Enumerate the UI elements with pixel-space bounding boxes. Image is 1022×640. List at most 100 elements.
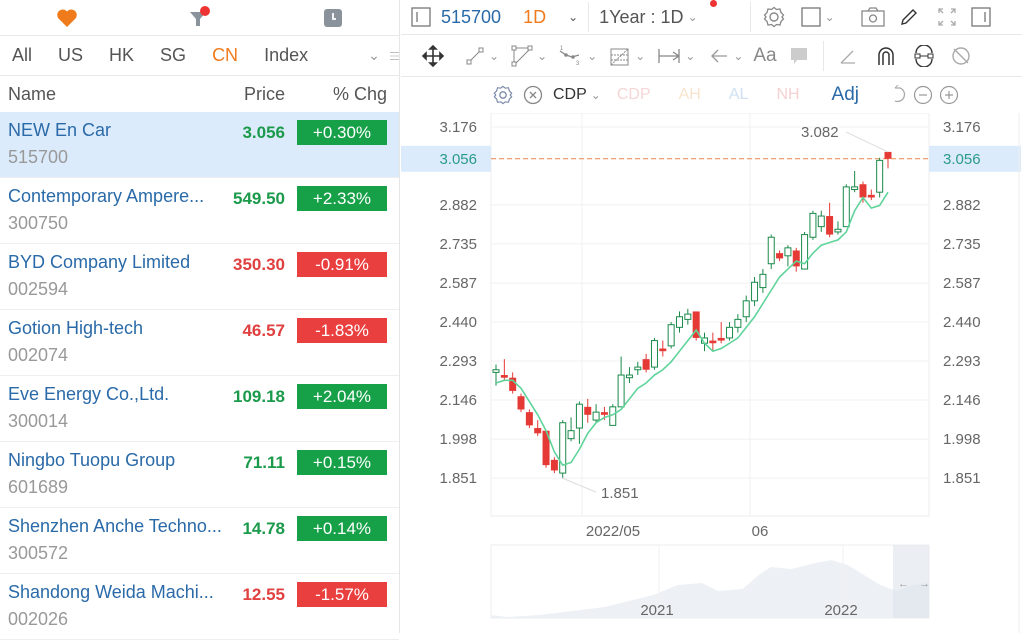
watchlist-rows: NEW En Car 515700 3.056 +0.30% Contemporary … xyxy=(0,112,399,640)
indicator-ah-value: AH xyxy=(678,86,701,103)
watchlist-row[interactable]: Shandong Weida Machi... 002026 12.55 -1.57% xyxy=(0,574,399,640)
svg-text:1.851: 1.851 xyxy=(439,470,477,487)
layout-icon[interactable] xyxy=(800,7,821,27)
indicator-settings-icon[interactable] xyxy=(493,85,513,105)
pattern-icon[interactable]: 13 xyxy=(557,45,583,67)
pencil-icon[interactable] xyxy=(899,7,919,27)
svg-text:2.293: 2.293 xyxy=(943,353,981,370)
pattern-chevron-icon[interactable]: ⌄ xyxy=(587,48,598,63)
watchlist-panel: All US HK SG CN Index ⌄ Name Price % Chg… xyxy=(0,0,400,640)
stock-name: BYD Company Limited xyxy=(8,252,191,272)
settings-icon[interactable] xyxy=(763,6,785,28)
fib-icon[interactable] xyxy=(609,45,631,67)
svg-text:2.146: 2.146 xyxy=(439,392,477,409)
range-selector[interactable]: 1Year : 1D xyxy=(599,6,684,27)
divider xyxy=(749,2,751,32)
crosshair-move-icon[interactable] xyxy=(421,44,445,68)
stock-price: 3.056 xyxy=(242,123,285,142)
layout-chevron-icon[interactable]: ⌄ xyxy=(824,10,835,24)
camera-icon[interactable] xyxy=(861,7,885,27)
svg-text:3: 3 xyxy=(576,61,580,67)
measure-icon[interactable] xyxy=(657,46,681,66)
candlestick-chart[interactable]: 3.176 3.176 2.882 2.882 2.735 2.735 2.587 2.587… xyxy=(401,112,1022,633)
arrow-left-icon[interactable] xyxy=(709,47,729,65)
symbol-label[interactable]: 515700 xyxy=(441,6,502,27)
range-chevron-icon[interactable]: ⌄ xyxy=(687,10,698,24)
zoom-in-icon[interactable] xyxy=(939,85,959,105)
svg-text:2021: 2021 xyxy=(640,602,673,619)
watchlist-top-icons xyxy=(0,0,399,36)
stock-price: 71.11 xyxy=(243,453,285,472)
trend-line-icon[interactable] xyxy=(465,46,485,66)
tab-hk[interactable]: HK xyxy=(109,45,135,65)
chart-header-toolbar: 515700 1D ⌄ 1Year : 1D ⌄ ⌄ xyxy=(401,0,1022,35)
indicator-close-icon[interactable] xyxy=(523,85,543,105)
sidebar-toggle-icon[interactable] xyxy=(411,7,431,27)
favorites-button[interactable] xyxy=(0,0,133,36)
panel-toggle-icon[interactable] xyxy=(971,7,991,27)
adj-button[interactable]: Adj xyxy=(831,84,860,105)
watchlist-row[interactable]: Contemporary Ampere... 300750 549.50 +2.33% xyxy=(0,178,399,244)
svg-text:2.882: 2.882 xyxy=(439,197,477,214)
hide-drawings-icon[interactable] xyxy=(950,45,972,67)
tab-cn[interactable]: CN xyxy=(212,45,239,65)
filter-button[interactable] xyxy=(133,0,266,36)
measure-chevron-icon[interactable]: ⌄ xyxy=(685,48,696,63)
fib-chevron-icon[interactable]: ⌄ xyxy=(635,48,646,63)
svg-text:2.146: 2.146 xyxy=(943,392,981,409)
polygon-icon[interactable] xyxy=(511,45,533,67)
interval-label[interactable]: 1D xyxy=(523,6,547,27)
svg-text:3.056: 3.056 xyxy=(943,151,981,168)
svg-text:→: → xyxy=(919,578,930,590)
watchlist-row[interactable]: NEW En Car 515700 3.056 +0.30% xyxy=(0,112,399,178)
clock-icon xyxy=(323,8,342,27)
trend-line-chevron-icon[interactable]: ⌄ xyxy=(489,48,500,63)
history-button[interactable] xyxy=(266,0,399,36)
watchlist-row[interactable]: Ningbo Tuopu Group 601689 71.11 +0.15% xyxy=(0,442,399,508)
fullscreen-icon[interactable] xyxy=(937,7,957,27)
change-badge: -0.91% xyxy=(297,252,387,277)
stock-code: 601689 xyxy=(8,477,69,497)
heart-icon xyxy=(56,8,77,27)
watchlist-row[interactable]: Eve Energy Co.,Ltd. 300014 109.18 +2.04% xyxy=(0,376,399,442)
menu-icon[interactable] xyxy=(389,46,399,66)
market-tabs: All US HK SG CN Index ⌄ xyxy=(0,36,399,76)
reset-icon[interactable] xyxy=(889,85,909,105)
comment-icon[interactable] xyxy=(789,46,809,66)
watchlist-row[interactable]: Gotion High-tech 002074 46.57 -1.83% xyxy=(0,310,399,376)
stock-code: 300572 xyxy=(8,543,69,563)
arrow-chevron-icon[interactable]: ⌄ xyxy=(733,48,744,63)
col-name[interactable]: Name xyxy=(8,83,57,104)
indicator-select[interactable]: CDP xyxy=(553,86,587,103)
notification-dot xyxy=(710,0,717,7)
sync-icon[interactable] xyxy=(912,44,936,67)
svg-text:2.440: 2.440 xyxy=(439,314,477,331)
stock-price: 12.55 xyxy=(242,585,285,604)
chevron-down-icon[interactable]: ⌄ xyxy=(368,47,380,63)
zoom-out-icon[interactable] xyxy=(913,85,933,105)
tab-sg[interactable]: SG xyxy=(160,45,187,65)
indicator-chevron-icon[interactable]: ⌄ xyxy=(590,88,601,102)
interval-chevron-icon[interactable]: ⌄ xyxy=(568,10,579,24)
tab-all[interactable]: All xyxy=(12,45,33,65)
change-badge: +2.33% xyxy=(297,186,387,211)
tab-index[interactable]: Index xyxy=(264,45,309,65)
svg-text:2.587: 2.587 xyxy=(439,275,477,292)
col-price[interactable]: Price xyxy=(243,83,285,104)
watchlist-row[interactable]: BYD Company Limited 002594 350.30 -0.91% xyxy=(0,244,399,310)
text-tool-icon[interactable]: Aa xyxy=(753,44,777,66)
change-badge: -1.57% xyxy=(297,582,387,607)
col-chg[interactable]: % Chg xyxy=(332,83,387,104)
stock-code: 002594 xyxy=(8,279,69,299)
polygon-chevron-icon[interactable]: ⌄ xyxy=(537,48,548,63)
stock-name: Shandong Weida Machi... xyxy=(8,582,214,602)
tab-us[interactable]: US xyxy=(58,45,84,65)
watchlist-row[interactable]: Shenzhen Anche Techno... 300572 14.78 +0.14… xyxy=(0,508,399,574)
angle-icon[interactable] xyxy=(838,46,858,66)
stock-code: 515700 xyxy=(8,147,69,167)
stock-code: 002026 xyxy=(8,609,69,629)
magnet-icon[interactable] xyxy=(876,45,896,67)
svg-text:2.735: 2.735 xyxy=(439,236,477,253)
